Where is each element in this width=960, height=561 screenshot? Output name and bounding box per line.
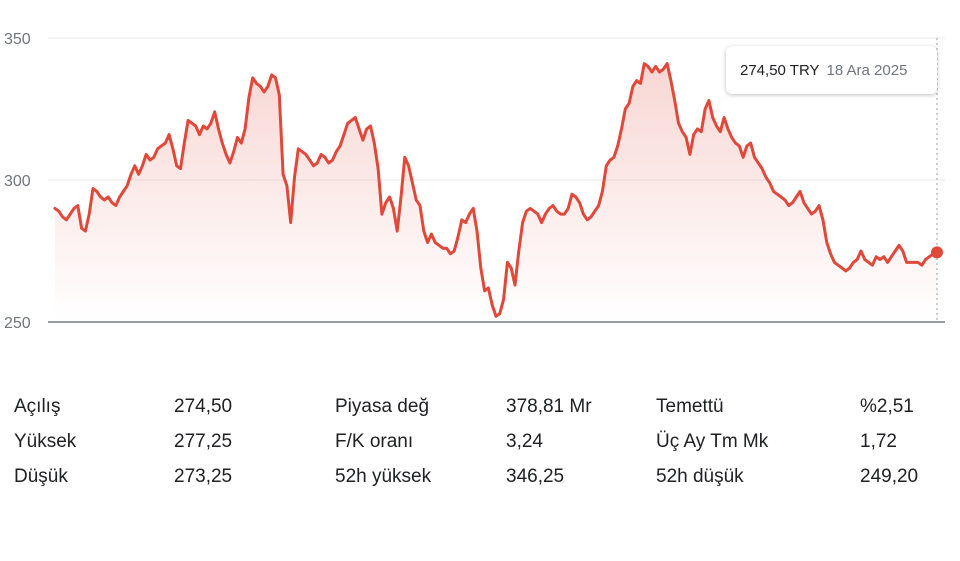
tooltip-date: 18 Ara 2025 xyxy=(826,61,908,79)
stat-value: 3,24 xyxy=(506,431,543,452)
stats-row: Düşük 273,25 52h yüksek 346,25 52h düşük… xyxy=(14,466,944,496)
stat-label: Yüksek xyxy=(14,431,77,452)
price-chart[interactable]: 350 300 250 xyxy=(0,0,960,340)
stat-value: 277,25 xyxy=(174,431,233,452)
stat-label: 52h düşük xyxy=(656,466,744,487)
y-tick-label: 300 xyxy=(4,173,31,190)
price-line xyxy=(53,62,939,318)
y-tick-label: 250 xyxy=(4,315,31,332)
stats-row: Açılış 274,50 Piyasa değ 378,81 Mr Temet… xyxy=(14,396,944,426)
stat-value: 1,72 xyxy=(860,431,897,452)
current-price-dot[interactable] xyxy=(931,246,943,259)
price-tooltip: 274,50 TRY 18 Ara 2025 xyxy=(726,46,937,94)
stat-label: Düşük xyxy=(14,466,68,487)
stat-value: 273,25 xyxy=(174,466,233,487)
stat-value: 346,25 xyxy=(506,466,565,487)
stat-label: Temettü xyxy=(656,396,724,417)
stat-value: 249,20 xyxy=(860,466,919,487)
stat-value: %2,51 xyxy=(860,396,914,417)
stat-label: 52h yüksek xyxy=(335,466,432,487)
y-axis-ticks: 350 300 250 xyxy=(4,31,31,332)
price-area-fill xyxy=(55,63,937,322)
stat-value: 378,81 Mr xyxy=(506,396,592,417)
stat-label: F/K oranı xyxy=(335,431,414,452)
stat-value: 274,50 xyxy=(174,396,233,417)
stats-row: Yüksek 277,25 F/K oranı 3,24 Üç Ay Tm Mk… xyxy=(14,431,944,461)
tooltip-price: 274,50 TRY xyxy=(740,61,820,79)
y-tick-label: 350 xyxy=(4,31,31,48)
stat-label: Üç Ay Tm Mk xyxy=(656,431,769,452)
stat-label: Piyasa değ xyxy=(335,396,430,417)
stat-label: Açılış xyxy=(14,396,61,417)
